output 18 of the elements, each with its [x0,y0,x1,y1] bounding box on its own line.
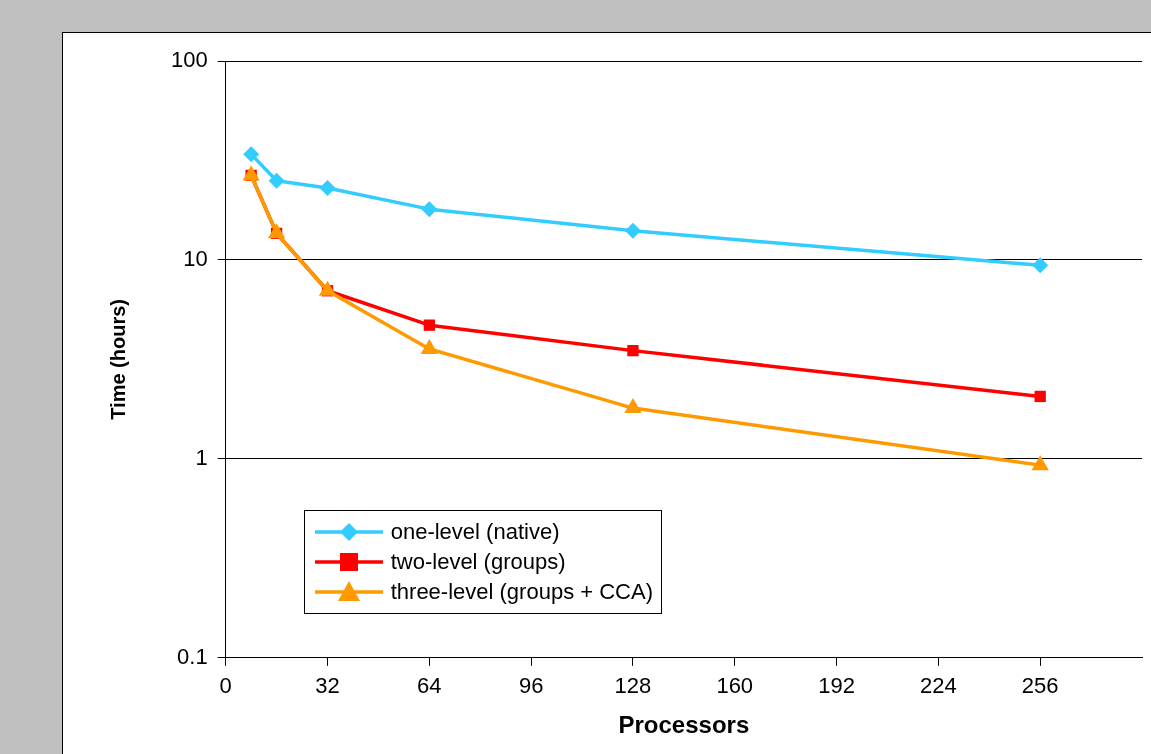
x-tick-label: 96 [518,673,544,699]
x-tick-label: 192 [818,673,855,699]
x-tick-label: 0 [219,673,232,699]
y-tick-label: 10 [183,246,208,271]
x-tick-label: 224 [920,673,957,699]
x-axis-title: Processors [618,711,750,739]
x-tick-label: 32 [315,673,340,699]
y-tick-label: 1 [195,444,208,470]
x-tick-label: 160 [716,673,754,699]
legend-label: three-level (groups + CCA) [390,578,653,605]
y-tick-label: 100 [170,47,208,73]
x-tick-label: 128 [614,673,652,699]
legend-label: one-level (native) [390,518,560,545]
y-axis-title: Time (hours) [106,299,129,420]
x-tick-label: 64 [417,673,442,699]
x-tick-label: 256 [1021,673,1059,699]
legend-label: two-level (groups) [390,548,566,575]
y-tick-label: 0.1 [177,643,208,669]
